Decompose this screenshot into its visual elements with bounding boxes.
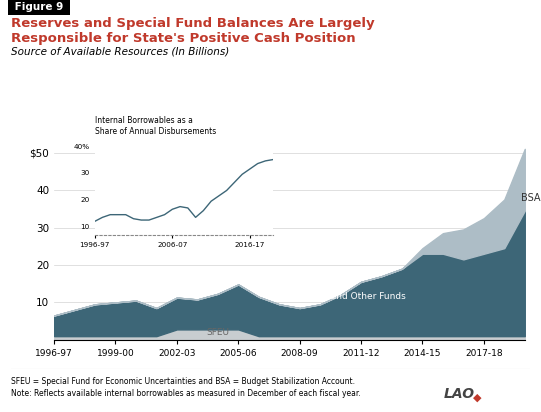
Text: LAO: LAO — [444, 387, 474, 401]
Text: BSA: BSA — [520, 192, 540, 203]
Text: SFEU: SFEU — [206, 328, 229, 337]
Text: SFEU = Special Fund for Economic Uncertainties and BSA = Budget Stabilization Ac: SFEU = Special Fund for Economic Uncerta… — [11, 377, 355, 386]
Text: Special and Other Funds: Special and Other Funds — [295, 293, 406, 301]
Text: Reserves and Special Fund Balances Are Largely: Reserves and Special Fund Balances Are L… — [11, 17, 374, 30]
Text: Note: Reflects available internal borrowables as measured in December of each fi: Note: Reflects available internal borrow… — [11, 389, 360, 398]
Text: Source of Available Resources (In Billions): Source of Available Resources (In Billio… — [11, 47, 229, 57]
Text: Internal Borrowables as a
Share of Annual Disbursements: Internal Borrowables as a Share of Annua… — [95, 117, 216, 136]
Text: Figure 9: Figure 9 — [11, 2, 67, 12]
Text: Responsible for State's Positive Cash Position: Responsible for State's Positive Cash Po… — [11, 32, 355, 45]
Text: ◆: ◆ — [473, 392, 482, 402]
